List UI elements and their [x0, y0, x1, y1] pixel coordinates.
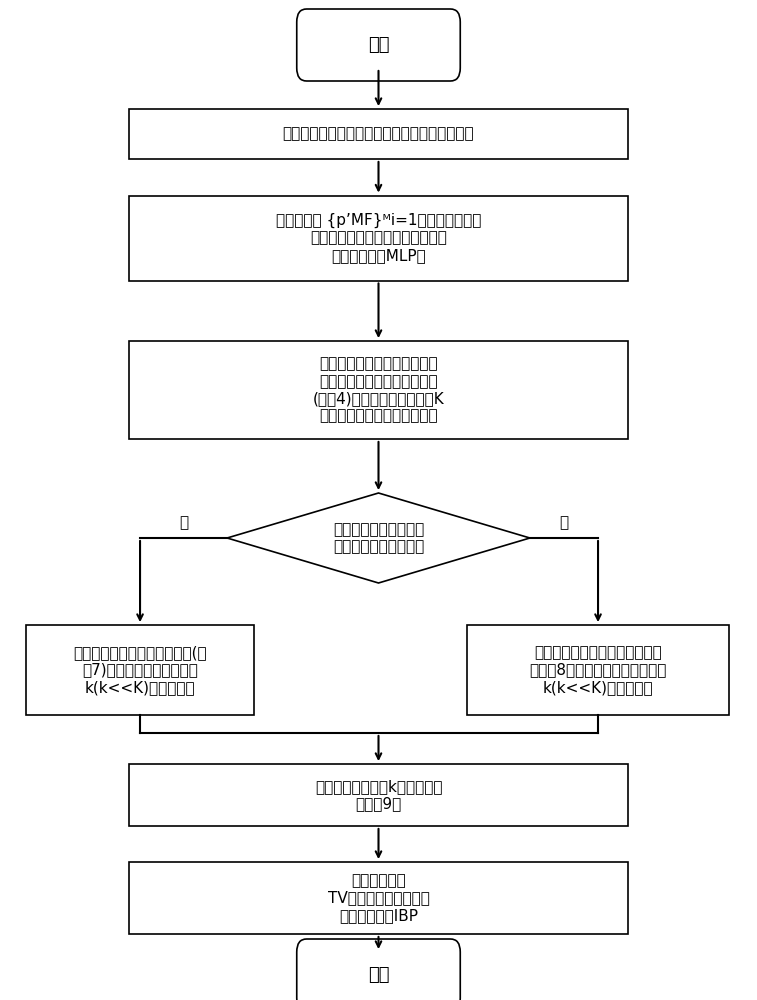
FancyBboxPatch shape — [297, 9, 460, 81]
Bar — [129, 196, 628, 280]
Text: 构造训练特征集：提取训练块的中、高频特征对: 构造训练特征集：提取训练块的中、高频特征对 — [282, 126, 475, 141]
Bar — [129, 862, 628, 934]
Text: 是: 是 — [179, 515, 188, 530]
Text: 求当前测试块的梯度直
方图判断是否为边缘块: 求当前测试块的梯度直 方图判断是否为边缘块 — [333, 522, 424, 554]
Bar — [129, 109, 628, 159]
Bar — [129, 341, 628, 439]
Text: 后处理操作：
TV的图像去模糊正则，
迭代反向投影IBP: 后处理操作： TV的图像去模糊正则， 迭代反向投影IBP — [328, 873, 429, 923]
Text: 否: 否 — [559, 515, 569, 530]
Text: 运用对边缘块的筛选判别准则(公
式7)，对邻域进行精选得到
k(k<<K)个高频近邻: 运用对边缘块的筛选判别准则(公 式7)，对邻域进行精选得到 k(k<<K)个高频… — [73, 645, 207, 695]
Text: 输入测试块 {p’MF}ᴹi=1得到中频特征；
用测地聚类将训练集聚为多个类别
（最大线性块MLP）: 输入测试块 {p’MF}ᴹi=1得到中频特征； 用测地聚类将训练集聚为多个类别 … — [276, 213, 481, 263]
Bar — [129, 764, 628, 826]
Text: 运用对非边缘块的筛选判别准则
（公式8），对邻域进行精选得到
k(k<<K)个高频近邻: 运用对非边缘块的筛选判别准则 （公式8），对邻域进行精选得到 k(k<<K)个高… — [529, 645, 667, 695]
Text: 利用中频特征相似度，为输入
测试块选取最相似的训练子集
(公式4)，在所选子集内找到K
个中频最近邻及对应高频近邻: 利用中频特征相似度，为输入 测试块选取最相似的训练子集 (公式4)，在所选子集内… — [313, 356, 444, 424]
Bar — [468, 625, 728, 715]
Bar — [26, 625, 254, 715]
Polygon shape — [227, 493, 530, 583]
Text: 结束: 结束 — [368, 966, 389, 984]
Text: 开始: 开始 — [368, 36, 389, 54]
Text: 运用最小二乘法将k个近邻嵌入
（公式9）: 运用最小二乘法将k个近邻嵌入 （公式9） — [315, 779, 442, 811]
FancyBboxPatch shape — [297, 939, 460, 1000]
